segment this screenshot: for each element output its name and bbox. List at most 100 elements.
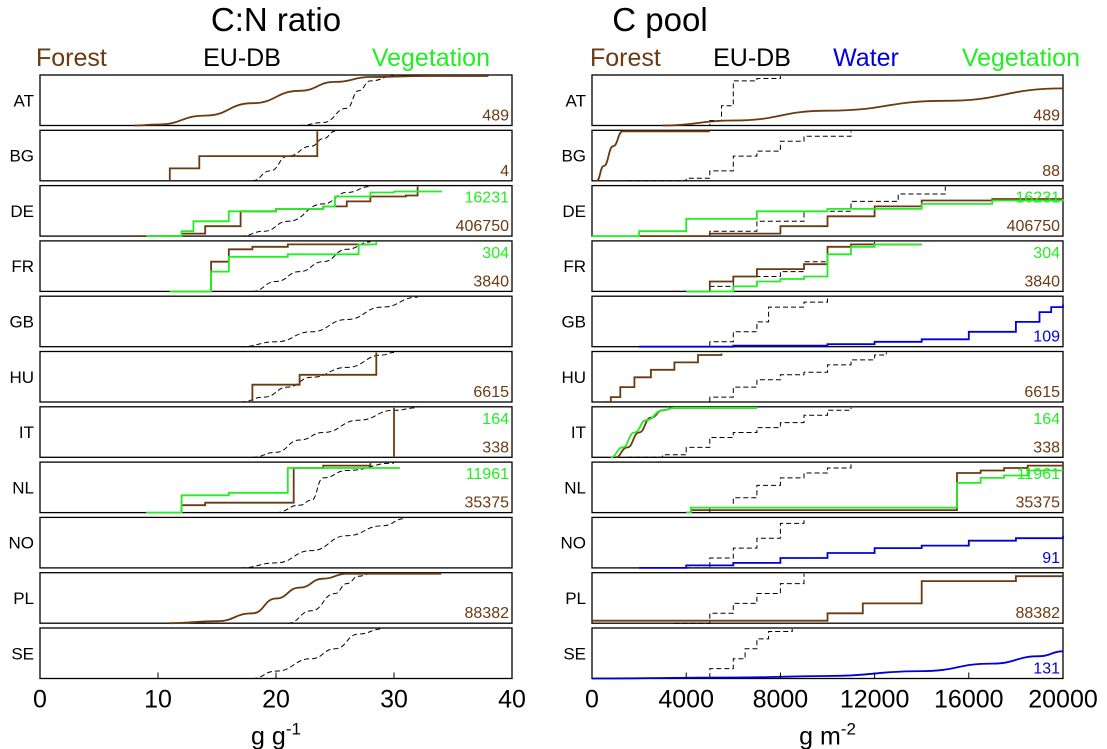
series-eudb-line bbox=[252, 130, 336, 182]
sample-count-forest: 4 bbox=[500, 163, 509, 180]
legend-water: Water bbox=[833, 44, 899, 72]
x-tick-label: 16000 bbox=[934, 686, 1004, 714]
panel-hu: HU 6615 bbox=[561, 350, 1064, 403]
sample-count-vegetation: 11961 bbox=[1017, 466, 1060, 483]
series-forest-line bbox=[251, 352, 378, 402]
series-eudb-line bbox=[252, 628, 383, 679]
panel-frame bbox=[39, 184, 513, 237]
series-water-line bbox=[639, 304, 1064, 348]
legend-forest: Forest bbox=[590, 44, 661, 72]
panel-pl: PL 88382 bbox=[13, 572, 513, 625]
panel-frame bbox=[39, 406, 513, 458]
country-label: FR bbox=[563, 257, 586, 276]
panel-frame bbox=[39, 350, 513, 403]
x-tick-label: 30 bbox=[380, 686, 408, 714]
series-forest-line bbox=[180, 463, 372, 513]
series-eudb-line bbox=[287, 573, 371, 624]
panel-frame bbox=[39, 295, 513, 348]
sample-count-forest: 6615 bbox=[1024, 384, 1060, 401]
series-forest-line bbox=[686, 464, 1063, 514]
sample-count-forest: 406750 bbox=[1007, 218, 1060, 235]
x-tick-label: 8000 bbox=[753, 686, 809, 714]
sample-count-forest: 6615 bbox=[473, 384, 509, 401]
country-label: GB bbox=[9, 312, 34, 331]
panel-frame bbox=[591, 74, 1064, 127]
series-eudb-line bbox=[252, 241, 371, 292]
sample-count-forest: 35375 bbox=[1016, 495, 1061, 512]
series-eudb-line bbox=[275, 462, 395, 514]
panel-frame bbox=[39, 461, 513, 514]
panel-de: DE 16231 406750 bbox=[562, 184, 1064, 237]
country-label: HU bbox=[9, 368, 34, 387]
sample-count-forest: 406750 bbox=[456, 218, 509, 235]
series-vegetation-line bbox=[592, 199, 1064, 237]
sample-count-vegetation: 164 bbox=[482, 411, 509, 428]
series-eudb-line bbox=[686, 463, 852, 514]
x-axis-label: g g-1 bbox=[251, 720, 301, 749]
series-vegetation-line bbox=[146, 467, 400, 514]
series-forest-line bbox=[592, 575, 1063, 622]
series-eudb-line bbox=[662, 518, 805, 569]
x-tick-label: 0 bbox=[585, 686, 599, 714]
panel-frame bbox=[591, 461, 1064, 514]
sample-count-vegetation: 16231 bbox=[465, 190, 510, 207]
panel-gb: GB bbox=[9, 295, 513, 348]
series-eudb-line bbox=[662, 186, 946, 237]
series-forest-line bbox=[639, 197, 1064, 237]
panel-gb: GB 109 bbox=[561, 295, 1064, 348]
sample-count-water: 109 bbox=[1033, 329, 1060, 346]
panel-se: SE bbox=[11, 627, 513, 680]
country-label: BG bbox=[561, 147, 586, 166]
series-forest-line bbox=[169, 572, 442, 625]
chart-1: C:N ratio Forest EU-DB Vegetation AT 489 BG 4 DE… bbox=[9, 1, 526, 749]
country-label: DE bbox=[10, 202, 34, 221]
panel-frame bbox=[39, 129, 513, 182]
chart-2: C pool Forest EU-DB Water Vegetation AT 489 BG 8… bbox=[561, 1, 1098, 749]
sample-count-vegetation: 304 bbox=[482, 245, 509, 262]
legend-eudb: EU-DB bbox=[203, 44, 281, 72]
x-tick-label: 20000 bbox=[1028, 686, 1098, 714]
sample-count-forest: 88382 bbox=[465, 605, 510, 622]
panel-de: DE 16231 406750 bbox=[10, 184, 513, 237]
panel-frame bbox=[591, 627, 1064, 680]
panel-frame bbox=[39, 516, 513, 569]
legend-vegetation: Vegetation bbox=[372, 44, 490, 72]
chart-title: C pool bbox=[612, 1, 707, 38]
panel-nl: NL 11961 35375 bbox=[564, 461, 1064, 514]
panel-fr: FR 304 3840 bbox=[11, 240, 513, 293]
series-forest-line bbox=[662, 87, 1064, 127]
country-label: BG bbox=[9, 147, 34, 166]
panel-bg: BG 88 bbox=[561, 129, 1064, 182]
series-eudb-line bbox=[240, 186, 371, 237]
country-label: PL bbox=[565, 589, 586, 608]
sample-count-vegetation: 16231 bbox=[1016, 190, 1061, 207]
sample-count-forest: 88 bbox=[1042, 163, 1060, 180]
country-label: PL bbox=[13, 589, 34, 608]
series-eudb-line bbox=[627, 407, 852, 458]
panel-at: AT 489 bbox=[566, 74, 1064, 127]
x-tick-label: 0 bbox=[33, 686, 47, 714]
series-vegetation-line bbox=[146, 190, 443, 237]
x-tick-label: 4000 bbox=[658, 686, 714, 714]
panel-frame bbox=[591, 572, 1064, 624]
series-vegetation-line bbox=[169, 241, 378, 293]
x-tick-label: 12000 bbox=[840, 686, 910, 714]
country-label: AT bbox=[566, 91, 586, 110]
panel-frame bbox=[591, 240, 1064, 293]
panel-it: IT 164 338 bbox=[19, 406, 513, 458]
country-label: AT bbox=[14, 91, 34, 110]
country-label: SE bbox=[563, 644, 586, 663]
panel-no: NO 91 bbox=[561, 516, 1064, 569]
series-forest-line bbox=[596, 130, 710, 182]
sample-count-vegetation: 11961 bbox=[466, 466, 509, 483]
panel-it: IT 164 338 bbox=[571, 406, 1064, 459]
legend-eudb: EU-DB bbox=[713, 44, 791, 72]
x-tick-label: 10 bbox=[144, 686, 172, 714]
sample-count-forest: 338 bbox=[1033, 439, 1060, 456]
panel-at: AT 489 bbox=[14, 74, 513, 127]
series-eudb-line bbox=[627, 131, 852, 182]
panel-frame bbox=[39, 572, 513, 624]
sample-count-water: 131 bbox=[1033, 661, 1060, 678]
country-label: GB bbox=[561, 312, 586, 331]
